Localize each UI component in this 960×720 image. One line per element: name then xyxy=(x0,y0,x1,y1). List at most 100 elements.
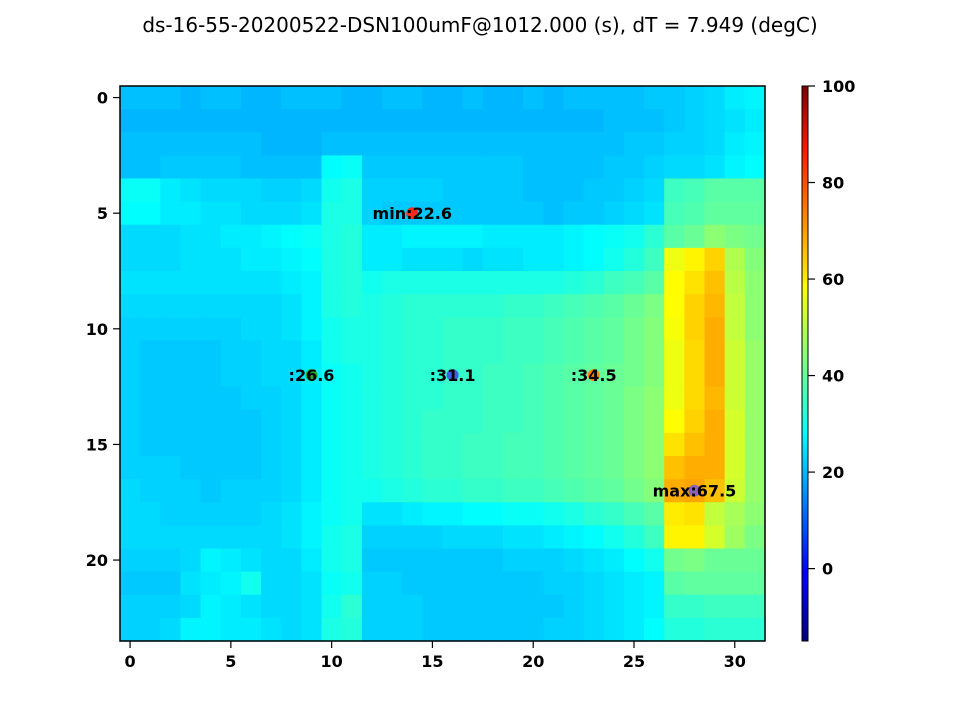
heatmap-cell xyxy=(664,201,685,226)
heatmap-cell xyxy=(482,86,504,110)
heatmap-cell xyxy=(281,317,303,341)
heatmap-cell xyxy=(220,386,242,411)
x-tick-label: 5 xyxy=(225,652,236,671)
heatmap-cell xyxy=(664,409,685,434)
heatmap-cell xyxy=(281,155,303,180)
heatmap-cell xyxy=(462,317,484,341)
heatmap-cell xyxy=(482,294,504,318)
heatmap-cell xyxy=(644,294,665,318)
heatmap-cell xyxy=(583,155,605,180)
heatmap-cell xyxy=(664,479,685,503)
heatmap-cell xyxy=(442,155,464,180)
heatmap-cell xyxy=(724,548,746,573)
heatmap-cell xyxy=(120,155,141,180)
heatmap-cell xyxy=(563,340,585,365)
heatmap-cell xyxy=(563,525,585,550)
heatmap-cell xyxy=(563,479,585,503)
heatmap-cell xyxy=(220,294,242,318)
heatmap-cell xyxy=(644,432,665,457)
heatmap-cell xyxy=(361,271,383,295)
heatmap-cell xyxy=(502,363,524,388)
heatmap-cell xyxy=(583,548,605,573)
heatmap-cell xyxy=(502,247,524,272)
heatmap-cell xyxy=(563,456,585,480)
heatmap-cell xyxy=(482,548,504,573)
heatmap-cell xyxy=(442,386,464,411)
heatmap-cell xyxy=(744,386,766,411)
heatmap-cell xyxy=(361,178,383,203)
annotation-label: :26.6 xyxy=(289,366,335,385)
heatmap-cell xyxy=(422,617,444,642)
heatmap-cell xyxy=(664,594,685,619)
heatmap-cell xyxy=(664,178,685,203)
heatmap-cell xyxy=(523,132,544,156)
heatmap-cell xyxy=(120,178,141,203)
colorbar-tick-label: 60 xyxy=(822,270,844,289)
annotation-marker xyxy=(305,369,318,382)
heatmap-cell xyxy=(644,178,665,203)
heatmap-cell xyxy=(382,178,403,203)
heatmap-cell xyxy=(422,155,444,180)
heatmap-cell xyxy=(180,456,202,480)
heatmap-cell xyxy=(402,525,423,550)
heatmap-cell xyxy=(664,502,685,526)
heatmap-cell xyxy=(684,571,706,596)
heatmap-cell xyxy=(301,548,323,573)
heatmap-cell xyxy=(382,594,403,619)
heatmap-cell xyxy=(603,109,625,133)
heatmap-cell xyxy=(301,86,323,110)
heatmap-cell xyxy=(603,594,625,619)
heatmap-cell xyxy=(744,247,766,272)
heatmap-cell xyxy=(442,132,464,156)
heatmap-cell xyxy=(502,571,524,596)
heatmap-cell xyxy=(684,178,706,203)
heatmap-cell xyxy=(724,294,746,318)
heatmap-cell xyxy=(361,617,383,642)
heatmap-cell xyxy=(644,201,665,226)
heatmap-cell xyxy=(321,548,343,573)
annotation-marker xyxy=(406,207,419,220)
heatmap-cell xyxy=(261,224,282,249)
heatmap-cell xyxy=(120,502,141,526)
heatmap-cell xyxy=(160,317,182,341)
heatmap-cell xyxy=(724,224,746,249)
heatmap-cell xyxy=(180,247,202,272)
heatmap-cell xyxy=(200,132,222,156)
heatmap-cell xyxy=(623,409,645,434)
heatmap-cell xyxy=(140,456,161,480)
heatmap-cell xyxy=(240,525,262,550)
heatmap-cell xyxy=(442,178,464,203)
heatmap-cell xyxy=(623,594,645,619)
heatmap-cell xyxy=(200,155,222,180)
heatmap-cell xyxy=(140,617,161,642)
heatmap-cell xyxy=(744,317,766,341)
heatmap-cell xyxy=(583,109,605,133)
heatmap-cell xyxy=(220,155,242,180)
heatmap-cell xyxy=(382,340,403,365)
heatmap-cell xyxy=(200,479,222,503)
heatmap-cell xyxy=(442,247,464,272)
heatmap-cell xyxy=(120,317,141,341)
heatmap-cell xyxy=(301,155,323,180)
heatmap-cell xyxy=(442,594,464,619)
heatmap-cell xyxy=(684,548,706,573)
heatmap-cell xyxy=(744,409,766,434)
heatmap-cell xyxy=(603,132,625,156)
heatmap-cell xyxy=(462,340,484,365)
heatmap-cell xyxy=(644,363,665,388)
heatmap-cell xyxy=(200,294,222,318)
heatmap-cell xyxy=(563,317,585,341)
heatmap-cell xyxy=(402,271,423,295)
heatmap-cell xyxy=(140,409,161,434)
heatmap-cell xyxy=(482,247,504,272)
heatmap-cell xyxy=(382,571,403,596)
heatmap-cell xyxy=(543,548,565,573)
heatmap-cell xyxy=(321,109,343,133)
heatmap-cell xyxy=(140,594,161,619)
heatmap-cell xyxy=(603,86,625,110)
heatmap-cell xyxy=(321,525,343,550)
heatmap-cell xyxy=(382,502,403,526)
heatmap-cell xyxy=(140,201,161,226)
heatmap-cell xyxy=(261,271,282,295)
heatmap-cell xyxy=(220,617,242,642)
